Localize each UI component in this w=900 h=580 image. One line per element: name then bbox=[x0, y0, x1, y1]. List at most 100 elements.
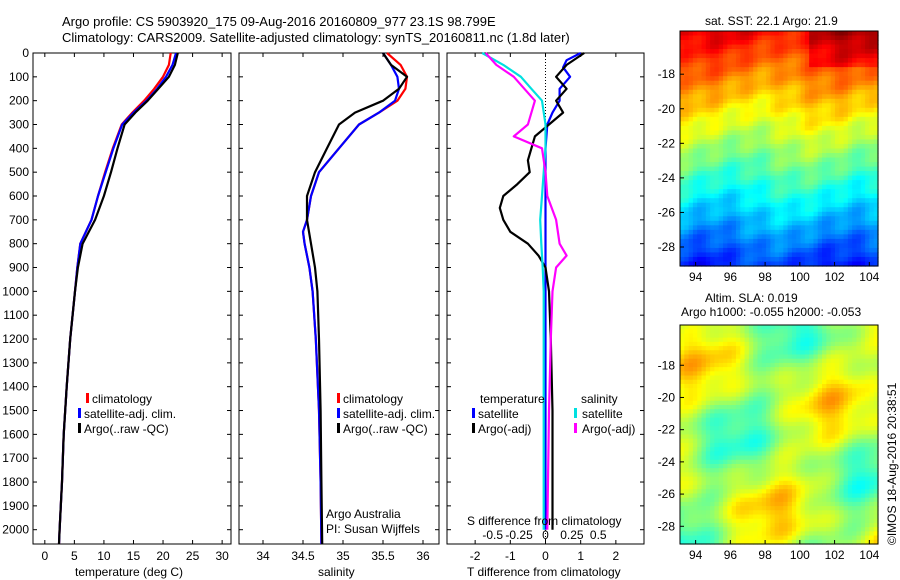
heat-cell bbox=[770, 379, 776, 385]
heat-cell bbox=[766, 116, 771, 122]
heat-cell bbox=[705, 211, 711, 217]
heat-cell bbox=[817, 49, 823, 55]
heat-cell bbox=[753, 341, 759, 347]
heat-cell bbox=[804, 261, 810, 267]
heat-cell bbox=[822, 341, 827, 347]
heat-cell bbox=[830, 463, 836, 469]
heat-cell bbox=[852, 476, 858, 482]
heat-cell bbox=[834, 392, 840, 398]
heat-cell bbox=[766, 180, 771, 186]
heat-cell bbox=[783, 455, 789, 461]
heat-cell bbox=[753, 40, 759, 46]
heat-cell bbox=[761, 202, 767, 208]
heat-cell bbox=[757, 234, 763, 240]
heat-cell bbox=[697, 426, 703, 431]
heat-cell bbox=[731, 527, 737, 532]
heat-cell bbox=[684, 229, 690, 235]
heat-cell bbox=[779, 116, 784, 122]
heat-cell bbox=[766, 238, 771, 244]
heat-cell bbox=[714, 216, 720, 222]
heat-cell bbox=[873, 341, 879, 347]
heat-cell bbox=[727, 337, 733, 343]
x-tick-label: 96 bbox=[724, 270, 738, 284]
heat-cell bbox=[796, 67, 802, 73]
heat-cell bbox=[761, 518, 767, 524]
heat-cell bbox=[688, 354, 694, 360]
heat-cell bbox=[804, 518, 810, 524]
heat-cell bbox=[692, 421, 698, 427]
heat-cell bbox=[714, 225, 720, 231]
heat-cell bbox=[770, 256, 776, 263]
heat-cell bbox=[680, 421, 685, 427]
heat-cell bbox=[757, 252, 763, 258]
heat-cell bbox=[800, 125, 806, 132]
heat-cell bbox=[865, 409, 870, 415]
heat-cell bbox=[809, 426, 815, 431]
heat-cell bbox=[710, 216, 716, 222]
heat-cell bbox=[744, 134, 750, 141]
heat-cell bbox=[680, 184, 685, 190]
heat-cell bbox=[744, 153, 750, 159]
heat-cell bbox=[770, 53, 776, 59]
heat-cell bbox=[856, 153, 862, 159]
heat-cell bbox=[753, 455, 759, 461]
heat-cell bbox=[813, 489, 819, 495]
heat-cell bbox=[787, 40, 793, 46]
heat-cell bbox=[822, 501, 827, 507]
heat-cell bbox=[757, 354, 763, 360]
heat-cell bbox=[817, 333, 823, 339]
heat-cell bbox=[791, 535, 797, 541]
heat-cell bbox=[856, 400, 862, 406]
heat-cell bbox=[757, 116, 763, 122]
heat-cell bbox=[852, 527, 858, 532]
y-tick-label: 700 bbox=[9, 213, 29, 227]
heat-cell bbox=[710, 35, 716, 41]
heat-cell bbox=[813, 527, 819, 532]
heat-cell bbox=[865, 506, 870, 511]
heat-cell bbox=[791, 337, 797, 343]
heat-cell bbox=[744, 143, 750, 150]
heat-cell bbox=[856, 371, 862, 377]
heat-cell bbox=[817, 107, 823, 113]
heat-cell bbox=[860, 371, 866, 377]
heat-cell bbox=[804, 480, 810, 486]
heat-cell bbox=[791, 346, 797, 351]
heat-cell bbox=[809, 493, 815, 499]
heat-cell bbox=[852, 497, 858, 503]
heat-cell bbox=[688, 350, 694, 356]
heat-cell bbox=[796, 85, 802, 91]
heat-cell bbox=[688, 107, 694, 113]
heat-cell bbox=[735, 198, 741, 204]
heat-cell bbox=[684, 198, 690, 204]
heat-cell bbox=[735, 358, 741, 364]
heat-cell bbox=[714, 116, 720, 122]
heat-cell bbox=[873, 383, 879, 389]
series-line-1 bbox=[498, 52, 585, 530]
heat-cell bbox=[744, 125, 750, 132]
heat-cell bbox=[791, 247, 797, 254]
heat-cell bbox=[847, 35, 853, 41]
heat-cell bbox=[860, 62, 866, 68]
heat-cell bbox=[779, 94, 784, 100]
heat-cell bbox=[779, 229, 784, 235]
heat-cell bbox=[800, 426, 806, 431]
heat-cell bbox=[727, 485, 733, 490]
heat-cell bbox=[843, 430, 849, 436]
heat-cell bbox=[748, 417, 754, 423]
heat-cell bbox=[852, 413, 858, 419]
heat-cell bbox=[774, 62, 780, 68]
heat-cell bbox=[727, 189, 733, 195]
heat-cell bbox=[865, 459, 870, 465]
heat-cell bbox=[766, 193, 771, 199]
heat-cell bbox=[727, 234, 733, 240]
heat-cell bbox=[804, 98, 810, 104]
heat-cell bbox=[740, 184, 746, 190]
heat-cell bbox=[834, 94, 840, 100]
heat-cell bbox=[852, 162, 858, 168]
heat-cell bbox=[761, 148, 767, 154]
heat-cell bbox=[865, 371, 870, 377]
heat-cell bbox=[787, 112, 793, 118]
heat-cell bbox=[813, 76, 819, 82]
heat-cell bbox=[869, 143, 875, 150]
heat-cell bbox=[783, 58, 789, 64]
